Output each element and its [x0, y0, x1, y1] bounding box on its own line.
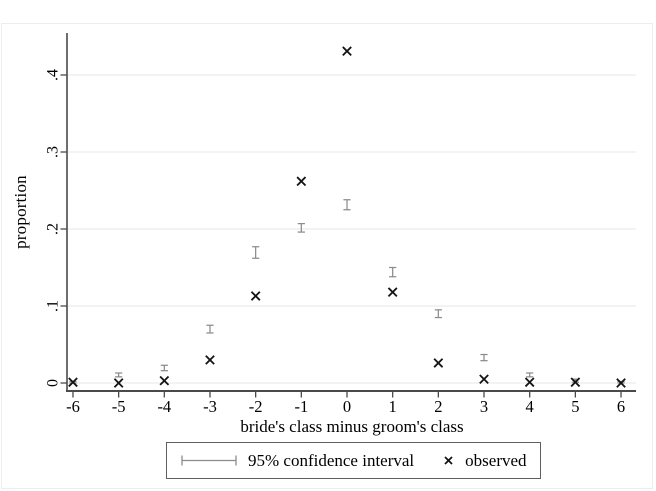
- observed-marker: [524, 377, 535, 388]
- x-tick-label: -2: [249, 397, 263, 416]
- x-tick-label: 3: [480, 397, 488, 416]
- observed-marker: [570, 377, 581, 388]
- observed-marker: [342, 46, 352, 56]
- observed-marker: [387, 287, 398, 297]
- ci-errorbar: [343, 199, 351, 211]
- x-tick-label: 2: [434, 397, 442, 416]
- ci-errorbar: [389, 266, 397, 278]
- y-tick-label: .4: [45, 69, 62, 81]
- observed-marker: [113, 378, 124, 388]
- observed-marker: [296, 176, 307, 187]
- legend-item-observed: observed: [442, 450, 527, 471]
- x-tick-label: 4: [526, 397, 534, 416]
- ci-errorbar: [115, 372, 123, 378]
- errorbar-icon: [181, 455, 237, 466]
- y-axis: 0 .1 .2 .3 .4: [45, 33, 68, 392]
- y-gridlines: [68, 74, 636, 384]
- y-axis-title: proportion: [11, 175, 30, 249]
- observed-marker: [479, 374, 489, 384]
- legend-label-observed: observed: [465, 450, 527, 470]
- observed-marker: [616, 378, 626, 388]
- ci-errorbar: [434, 309, 442, 319]
- x-tick-label: 6: [617, 397, 625, 416]
- legend: 95% confidence interval observed: [166, 442, 541, 479]
- observed-marker: [159, 375, 170, 386]
- x-tick-label: 5: [571, 397, 579, 416]
- y-tick-label: 0: [45, 379, 62, 387]
- observed-marker: [68, 377, 78, 388]
- x-tick-label: -6: [66, 397, 80, 416]
- y-tick-label: .2: [45, 223, 62, 235]
- x-axis-title: bride's class minus groom's class: [240, 417, 464, 436]
- observed-marker: [250, 291, 261, 301]
- x-tick-label: -3: [203, 397, 217, 416]
- ci-errorbar: [480, 353, 488, 362]
- x-axis: -6 -5 -4 -3 -2 -1 0 1 2 3 4 5 6: [66, 390, 636, 416]
- legend-item-ci: 95% confidence interval: [180, 451, 414, 471]
- observed-marker: [205, 355, 215, 365]
- x-tick-label: 1: [389, 397, 397, 416]
- y-tick-label: .1: [45, 300, 62, 312]
- x-marker-icon: [444, 456, 453, 465]
- x-tick-label: 0: [343, 397, 351, 416]
- ci-errorbar: [252, 246, 260, 259]
- figure-border: [1, 23, 653, 489]
- ci-errorbar: [297, 222, 305, 233]
- x-tick-label: -4: [157, 397, 171, 416]
- legend-label-ci: 95% confidence interval: [248, 450, 415, 470]
- x-tick-label: -1: [294, 397, 308, 416]
- ci-errorbar: [160, 364, 168, 372]
- observed-series: [68, 46, 626, 388]
- y-tick-label: .3: [45, 146, 62, 158]
- observed-marker: [433, 358, 444, 368]
- ci-errorbar: [206, 324, 214, 334]
- ci-errorbar-series: [69, 199, 625, 384]
- ci-errorbar: [526, 372, 534, 378]
- x-tick-label: -5: [112, 397, 126, 416]
